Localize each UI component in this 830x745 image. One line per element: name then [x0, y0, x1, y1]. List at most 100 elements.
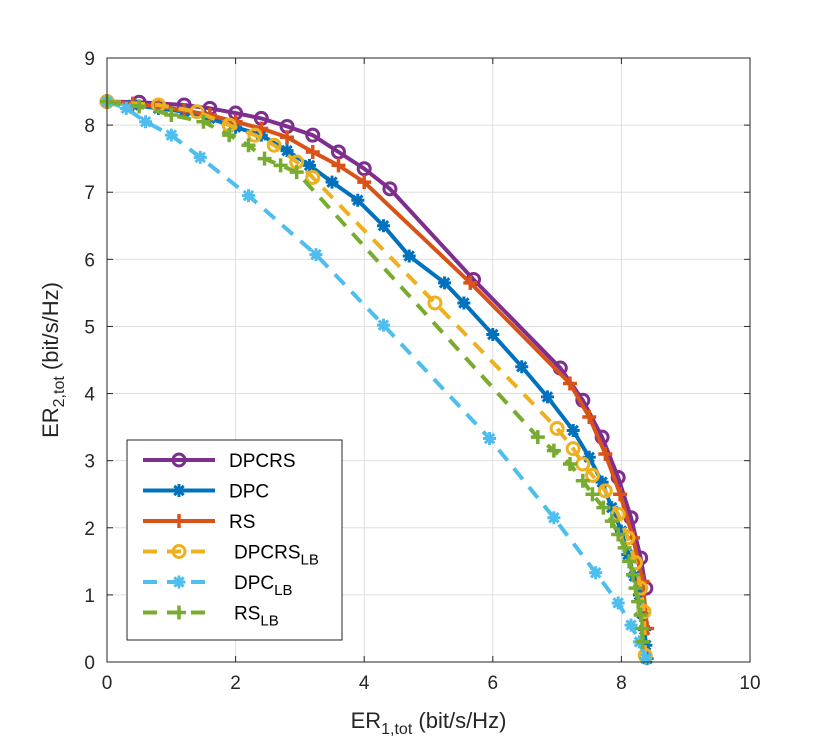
x-tick-label: 2: [230, 673, 241, 694]
data-point-dpc-lb: [164, 128, 178, 142]
data-point-dpc-lb: [589, 566, 603, 580]
data-point-dpcrs-lb: [305, 169, 321, 185]
legend-label-main: DPCRS: [234, 543, 301, 564]
y-tick-label: 6: [84, 250, 95, 271]
y-tick-label: 4: [84, 385, 95, 406]
legend-marker-dpcrs-lb: [171, 544, 187, 559]
data-point-dpcrs-lb: [584, 467, 600, 483]
data-point-rs-lb: [633, 608, 648, 623]
data-point-dpc: [566, 423, 580, 437]
data-point-dpc-lb: [483, 432, 497, 446]
data-point-rs: [562, 376, 577, 391]
data-point-rs-lb: [604, 514, 619, 529]
data-point-dpcrs: [356, 161, 372, 177]
x-axis-label-main: ER: [351, 708, 382, 733]
x-tick-label: 0: [102, 673, 113, 694]
data-point-rs: [598, 446, 613, 461]
data-point-dpc: [457, 296, 471, 310]
legend-label-sub: LB: [274, 582, 292, 599]
legend-label-dpc-lb: DPCLB: [234, 573, 292, 599]
data-point-rs-lb: [562, 457, 577, 472]
data-point-rs: [357, 175, 372, 190]
y-tick-label: 1: [84, 586, 95, 607]
y-tick-label: 9: [84, 49, 95, 70]
data-point-dpc: [280, 144, 294, 158]
legend-marker-dpcrs: [171, 452, 187, 468]
data-point-dpcrs-lb: [620, 530, 636, 546]
data-point-rs-lb: [622, 554, 637, 569]
data-point-rs-lb: [631, 594, 646, 609]
data-point-rs-lb: [575, 473, 590, 488]
data-point-rs-lb: [196, 114, 211, 129]
legend-label-dpcrs: DPCRS: [229, 451, 296, 472]
legend-label-main: DPC: [229, 482, 269, 503]
data-point-dpc: [486, 327, 500, 341]
legend-entry-rs-lb: RSLB: [143, 604, 279, 630]
data-point-dpc: [515, 360, 529, 374]
data-point-rs-lb: [635, 634, 650, 649]
y-tick-label: 5: [84, 317, 95, 338]
data-point-dpcrs: [330, 144, 346, 160]
data-point-dpcrs-lb: [565, 441, 581, 457]
x-axis-label: ER1,tot (bit/s/Hz): [351, 708, 507, 738]
data-point-dpcrs-lb: [189, 104, 205, 120]
data-point-dpc-lb: [241, 189, 255, 203]
legend-label-rs: RS: [229, 512, 255, 533]
legend-marker-rs-lb: [172, 605, 186, 620]
data-point-rs: [463, 275, 478, 290]
data-point-dpcrs-lb: [266, 137, 282, 153]
data-point-rs-lb: [611, 527, 626, 542]
data-point-dpcrs-lb: [597, 483, 613, 499]
data-point-dpcrs-lb: [549, 420, 565, 436]
y-tick-label: 3: [84, 452, 95, 473]
data-point-dpc: [595, 475, 609, 489]
y-tick-label: 2: [84, 519, 95, 540]
data-point-rs-lb: [257, 151, 272, 166]
data-point-dpc-lb: [376, 318, 390, 332]
data-point-dpcrs: [382, 181, 398, 197]
data-point-dpc-lb: [547, 511, 561, 525]
data-point-dpc-lb: [119, 101, 133, 115]
x-axis-label-unit: (bit/s/Hz): [412, 708, 506, 733]
data-point-dpc-lb: [624, 618, 638, 632]
legend-label-main: DPC: [234, 573, 274, 594]
axes-box: [106, 57, 751, 663]
legend-label-main: RS: [234, 604, 260, 625]
data-point-dpc: [351, 193, 365, 207]
data-point-rs-lb: [617, 540, 632, 555]
series-line-dpc-lb: [106, 99, 648, 660]
data-point-rs-lb: [241, 138, 256, 153]
legend-entry-dpc: DPC: [143, 482, 269, 503]
legend-marker-dpc: [172, 484, 186, 497]
data-point-rs-lb: [546, 443, 561, 458]
data-point-dpc: [303, 158, 317, 172]
data-point-dpc-lb: [139, 115, 153, 129]
legend-marker-dpc-lb: [172, 575, 186, 589]
y-tick-label: 8: [84, 116, 95, 137]
data-point-dpc-lb: [611, 596, 625, 610]
legend-label-main: DPCRS: [229, 451, 296, 472]
data-point-rs-lb: [132, 99, 147, 114]
data-point-dpc: [376, 219, 390, 233]
legend-label-main: RS: [229, 512, 255, 533]
legend-entry-dpcrs: DPCRS: [143, 451, 296, 472]
data-point-rs-lb: [273, 158, 288, 173]
data-point-dpcrs-lb: [427, 295, 443, 311]
data-point-rs-lb: [596, 500, 611, 515]
legend-entry-rs: RS: [143, 512, 255, 533]
legend-label-rs-lb: RSLB: [234, 604, 279, 630]
data-point-dpcrs-lb: [636, 604, 652, 620]
data-point-rs: [331, 158, 346, 173]
x-tick-label: 4: [359, 673, 370, 694]
legend-label-dpc: DPC: [229, 482, 269, 503]
data-point-rs-lb: [585, 487, 600, 502]
data-point-dpc: [438, 276, 452, 290]
data-point-rs: [280, 130, 295, 145]
data-point-rs-lb: [289, 165, 304, 180]
data-point-dpc-lb: [639, 652, 653, 666]
y-axis-label-main: ER: [38, 407, 63, 438]
data-point-rs-lb: [530, 430, 545, 445]
data-point-dpc: [402, 249, 416, 263]
data-point-rs: [582, 410, 597, 425]
